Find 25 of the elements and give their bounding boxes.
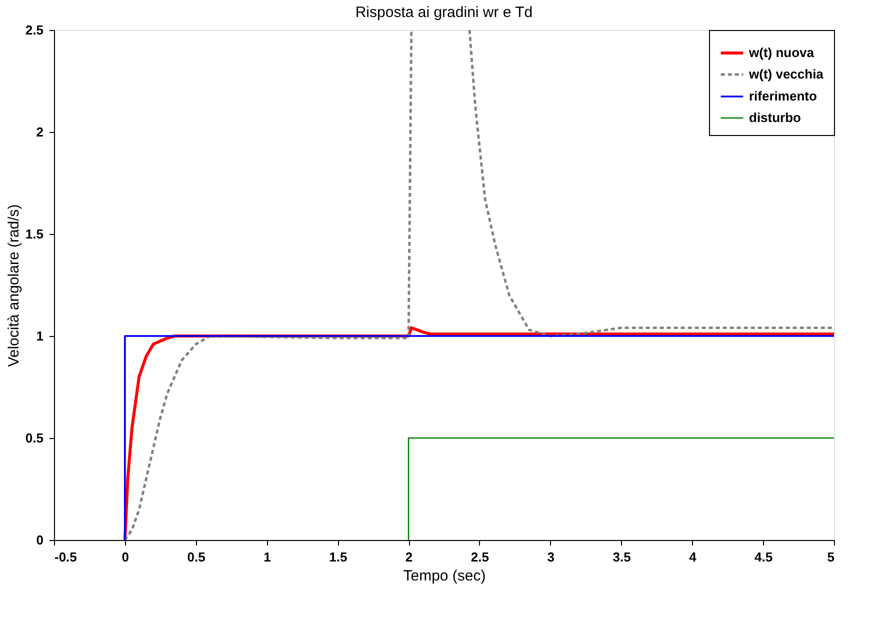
x-axis-title: Tempo (sec) — [403, 568, 486, 584]
legend-label: w(t) nuova — [748, 45, 815, 60]
x-tick-label: 3.5 — [612, 550, 631, 564]
x-tick-label: 1.5 — [329, 550, 348, 564]
x-tick-label: 2.5 — [470, 550, 489, 564]
y-tick-label: 0.5 — [25, 430, 44, 446]
legend-label: w(t) vecchia — [748, 66, 824, 82]
y-tick-label: 2 — [36, 124, 44, 140]
x-tick-label: 4.5 — [754, 550, 773, 564]
chart-title: Risposta ai gradini wr e Td — [355, 4, 533, 21]
x-tick-label: 0 — [122, 550, 130, 564]
x-tick-label: -0.5 — [54, 550, 77, 564]
y-tick-label: 1.5 — [25, 226, 44, 242]
x-tick-label: 3 — [547, 550, 554, 564]
x-tick-label: 4 — [689, 550, 698, 564]
y-tick-label: 2.5 — [25, 22, 44, 38]
x-tick-label: 2 — [405, 550, 413, 564]
legend-label: disturbo — [749, 110, 802, 125]
x-tick-label: 0.5 — [187, 550, 206, 564]
legend-label: riferimento — [749, 88, 817, 104]
y-tick-label: 1 — [36, 328, 44, 344]
y-axis-title: Velocità angolare (rad/s) — [5, 204, 22, 367]
x-tick-label: 1 — [264, 550, 271, 564]
x-tick-label: 5 — [827, 550, 834, 564]
y-tick-label: 0 — [36, 532, 44, 548]
